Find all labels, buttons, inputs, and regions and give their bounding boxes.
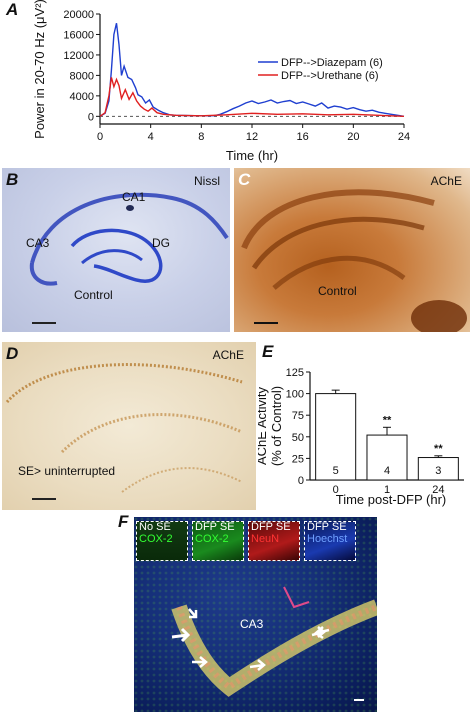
x-tick-label: 0 [97, 131, 103, 143]
y-tick-label: 12000 [63, 50, 94, 62]
y-axis-label-line: AChE Activity [258, 386, 269, 465]
bar [315, 393, 357, 481]
hippocampus-drawing [241, 189, 467, 332]
inset-stain: COX-2 [139, 533, 173, 545]
inset-stain: Hoechst [307, 533, 348, 545]
legend-entry: DFP-->Urethane (6) [281, 70, 379, 82]
y-tick-label: 0 [298, 475, 304, 487]
nissl-micrograph: B Nissl CA1 CA3 DG Control [2, 168, 230, 332]
region-label: CA3 [240, 617, 264, 631]
inset-title: DFP SE [251, 521, 291, 533]
significance-label: ** [434, 443, 443, 455]
y-axis-label-line: (% of Control) [269, 386, 284, 466]
x-tick-label: 4 [148, 131, 154, 143]
stain-label: AChE [430, 174, 462, 188]
inset-dfp-se-hoechst: DFP SE Hoechst [304, 521, 356, 561]
inset-dfp-se-neun: DFP SE NeuN [248, 521, 300, 561]
y-axis-label: Power in 20-70 Hz (μV²) [32, 0, 47, 139]
x-tick-label: 1 [384, 484, 390, 496]
ache-control-micrograph: C AChE Control [234, 168, 470, 332]
y-tick-label: 20000 [63, 9, 94, 21]
inset-title: No SE [139, 521, 171, 533]
series-line [99, 23, 405, 117]
panel-f-letter: F [118, 512, 129, 531]
y-tick-label: 100 [286, 389, 304, 401]
x-axis-label: Time (hr) [226, 148, 278, 163]
sample-size-label: 4 [384, 465, 390, 477]
y-tick-label: 0 [88, 111, 94, 123]
y-tick-label: 4000 [70, 91, 94, 103]
significance-label: ** [383, 414, 392, 426]
stain-label: Nissl [194, 174, 220, 188]
series-line [99, 77, 405, 117]
inset-dfp-se-cox2: DFP SE COX-2 [192, 521, 244, 561]
group-label: Control [318, 284, 357, 298]
inset-title: DFP SE [307, 521, 347, 533]
x-tick-label: 16 [297, 131, 309, 143]
y-tick-label: 75 [292, 410, 304, 422]
scale-bar [354, 699, 364, 701]
x-axis-label: Time post-DFP (hr) [336, 492, 447, 507]
panel-c-letter: C [238, 170, 251, 189]
panel-a-letter: A [6, 0, 19, 19]
fluorescence-micrograph: No SE COX-2 DFP SE COX-2 DFP SE NeuN DFP… [134, 517, 377, 712]
y-tick-label: 25 [292, 453, 304, 465]
legend-entry: DFP-->Diazepam (6) [281, 57, 383, 69]
hippocampus-drawing [29, 192, 229, 286]
inset-title: DFP SE [195, 521, 235, 533]
y-tick-label: 125 [286, 367, 304, 379]
panel-b-letter: B [6, 170, 19, 189]
inset-stain: COX-2 [195, 533, 229, 545]
inset-no-se-cox2: No SE COX-2 [136, 521, 188, 561]
ache-se-micrograph: D AChE SE> uninterrupted [2, 342, 256, 510]
stain-label: AChE [212, 348, 244, 362]
y-tick-label: 50 [292, 432, 304, 444]
group-label: SE> uninterrupted [18, 464, 116, 478]
panel-d-letter: D [6, 344, 19, 363]
y-axis-label: AChE Activity (% of Control) [258, 386, 284, 466]
inset-stain: NeuN [251, 533, 280, 545]
scale-bar [32, 322, 56, 324]
hippocampus-drawing [5, 363, 243, 493]
bar [366, 434, 408, 481]
scale-bar [32, 498, 56, 500]
x-tick-label: 20 [347, 131, 359, 143]
x-tick-label: 0 [333, 484, 339, 496]
y-tick-label: 16000 [63, 29, 94, 41]
x-tick-label: 24 [432, 484, 444, 496]
x-tick-label: 24 [398, 131, 410, 143]
dg-label: DG [152, 236, 170, 250]
scale-bar [254, 322, 278, 324]
sample-size-label: 3 [435, 465, 441, 477]
group-label: Control [74, 288, 113, 302]
bar [417, 457, 459, 481]
ca1-label: CA1 [122, 190, 146, 204]
ca3-label: CA3 [26, 236, 50, 250]
line-chart: 0 4000 8000 12000 16000 20000 0 4 8 12 16 20 24 Time … [32, 0, 410, 163]
x-tick-label: 8 [198, 131, 204, 143]
y-tick-label: 8000 [70, 70, 94, 82]
panel-e-letter: E [262, 342, 274, 361]
sample-size-label: 5 [333, 465, 339, 477]
x-tick-label: 12 [246, 131, 258, 143]
